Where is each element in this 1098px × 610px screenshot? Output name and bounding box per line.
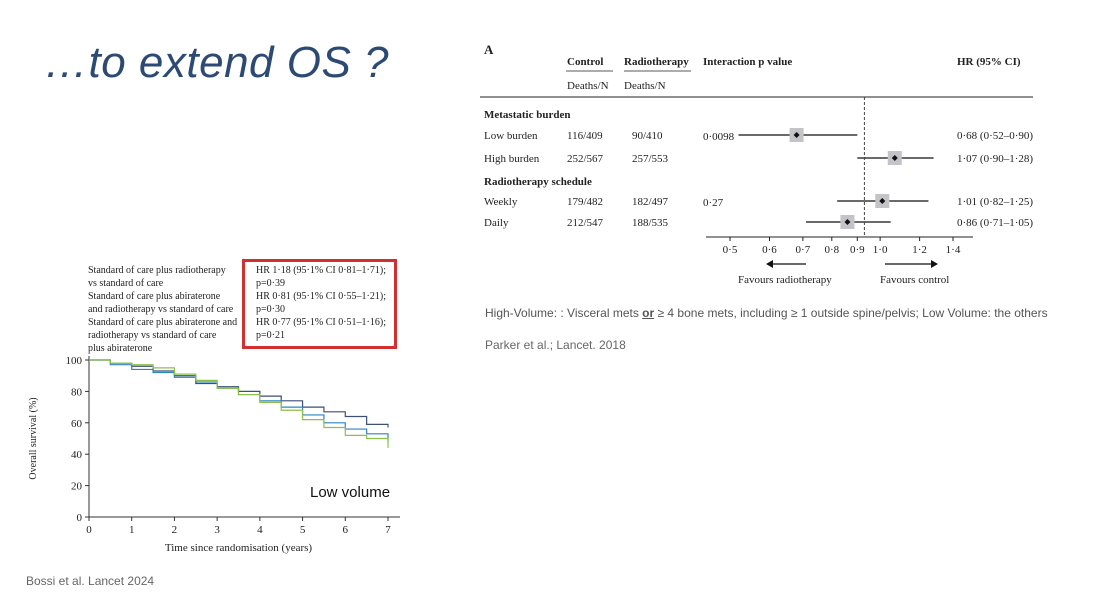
note-suffix: ≥ 4 bone mets, including ≥ 1 outside spi… — [654, 306, 1048, 320]
x-tick-label: 7 — [385, 524, 391, 536]
favours-radiotherapy-label: Favours radiotherapy — [738, 274, 832, 286]
row-radiotherapy-value: 257/553 — [632, 153, 669, 165]
km-hr-line: HR 0·77 (95·1% CI 0·51–1·16); — [256, 317, 386, 328]
x-axis-label: Time since randomisation (years) — [165, 542, 312, 554]
row-control-value: 212/547 — [567, 217, 604, 229]
km-chart: 0 20 40 60 80 100 0 1 2 3 4 5 6 7 Time since randomisa… — [28, 355, 400, 554]
hr-point — [844, 219, 851, 225]
note-prefix: High-Volume: : Visceral mets — [485, 306, 643, 320]
column-subheader-deaths: Deaths/N — [624, 80, 666, 92]
survival-curve — [89, 359, 389, 442]
km-hr-line: p=0·39 — [256, 278, 285, 289]
column-header-interaction: Interaction p value — [703, 56, 792, 68]
x-tick-label: 4 — [257, 524, 263, 536]
row-label: High burden — [484, 153, 540, 165]
row-label: Low burden — [484, 130, 538, 142]
row-control-value: 252/567 — [567, 153, 604, 165]
forest-x-tick-label: 0·6 — [762, 244, 777, 256]
km-legend-line: plus abiraterone — [88, 343, 153, 354]
hr-point — [891, 155, 898, 161]
forest-x-tick-label: 1·4 — [946, 244, 961, 256]
row-label: Daily — [484, 217, 509, 229]
row-hr-text: 0·86 (0·71–1·05) — [957, 217, 1033, 229]
y-tick-label: 40 — [71, 449, 83, 461]
hr-point — [793, 132, 800, 138]
y-tick-label: 60 — [71, 418, 83, 430]
row-interaction-p: 0·27 — [703, 197, 724, 209]
row-radiotherapy-value: 182/497 — [632, 196, 669, 208]
row-hr-text: 0·68 (0·52–0·90) — [957, 130, 1033, 142]
row-hr-text: 1·01 (0·82–1·25) — [957, 196, 1033, 208]
y-tick-label: 20 — [71, 481, 83, 493]
km-legend-line: vs standard of care — [88, 278, 164, 289]
forest-plot: A Control Radiotherapy Interaction p value H… — [480, 42, 1033, 286]
forest-x-tick-label: 0·8 — [824, 244, 839, 256]
x-tick-label: 1 — [129, 524, 135, 536]
x-tick-label: 0 — [86, 524, 92, 536]
y-tick-label: 80 — [71, 386, 83, 398]
km-hr-line: HR 0·81 (95·1% CI 0·55–1·21); — [256, 291, 386, 302]
forest-x-tick-label: 1·2 — [912, 244, 927, 256]
km-legend-line: Standard of care plus radiotherapy — [88, 265, 226, 276]
forest-x-tick-label: 0·9 — [850, 244, 865, 256]
km-legend-line: and radiotherapy vs standard of care — [88, 304, 234, 315]
column-subheader-deaths: Deaths/N — [567, 80, 609, 92]
y-tick-label: 0 — [77, 512, 83, 524]
row-interaction-p: 0·0098 — [703, 131, 735, 143]
km-hr-line: HR 1·18 (95·1% CI 0·81–1·71); — [256, 265, 386, 276]
forest-x-tick-label: 0·7 — [796, 244, 811, 256]
row-hr-text: 1·07 (0·90–1·28) — [957, 153, 1033, 165]
row-radiotherapy-value: 90/410 — [632, 130, 663, 142]
km-legend-line: Standard of care plus abiraterone — [88, 291, 221, 302]
note-or: or — [642, 306, 655, 320]
row-label: Weekly — [484, 196, 518, 208]
row-control-value: 179/482 — [567, 196, 603, 208]
slide-title: …to extend OS ? — [44, 38, 390, 87]
favours-control-label: Favours control — [880, 274, 949, 286]
column-header-radiotherapy: Radiotherapy — [624, 56, 689, 68]
x-tick-label: 6 — [343, 524, 349, 536]
column-header-control: Control — [567, 56, 603, 68]
right-citation: Parker et al.; Lancet. 2018 — [485, 338, 626, 352]
survival-curve — [89, 359, 389, 448]
row-radiotherapy-value: 188/535 — [632, 217, 669, 229]
panel-label: A — [484, 42, 494, 57]
favours-left-arrowhead — [766, 260, 773, 268]
km-hr-line: p=0·30 — [256, 304, 285, 315]
km-legend-line: Standard of care plus abiraterone and — [88, 317, 238, 328]
y-tick-label: 100 — [66, 355, 83, 367]
y-axis-label: Overall survival (%) — [28, 397, 39, 479]
hr-highlight-box — [242, 259, 397, 349]
forest-x-tick-label: 0·5 — [723, 244, 738, 256]
row-control-value: 116/409 — [567, 130, 603, 142]
left-citation: Bossi et al. Lancet 2024 — [26, 574, 155, 588]
column-header-hr: HR (95% CI) — [957, 56, 1021, 68]
x-tick-label: 3 — [214, 524, 220, 536]
x-tick-label: 5 — [300, 524, 306, 536]
km-legend-line: radiotherapy vs standard of care — [88, 330, 217, 341]
hr-point — [879, 198, 886, 204]
x-tick-label: 2 — [172, 524, 178, 536]
subgroup-header: Metastatic burden — [484, 109, 570, 121]
subgroup-header: Radiotherapy schedule — [484, 176, 592, 188]
km-volume-label: Low volume — [310, 484, 390, 501]
favours-right-arrowhead — [931, 260, 938, 268]
forest-x-tick-label: 1·0 — [873, 244, 888, 256]
km-hr-line: p=0·21 — [256, 330, 285, 341]
volume-definition-note: High-Volume: : Visceral mets or ≥ 4 bone… — [485, 306, 1048, 320]
